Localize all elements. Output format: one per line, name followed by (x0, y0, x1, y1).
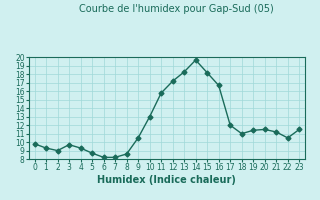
Text: Courbe de l'humidex pour Gap-Sud (05): Courbe de l'humidex pour Gap-Sud (05) (79, 4, 273, 14)
X-axis label: Humidex (Indice chaleur): Humidex (Indice chaleur) (98, 175, 236, 185)
